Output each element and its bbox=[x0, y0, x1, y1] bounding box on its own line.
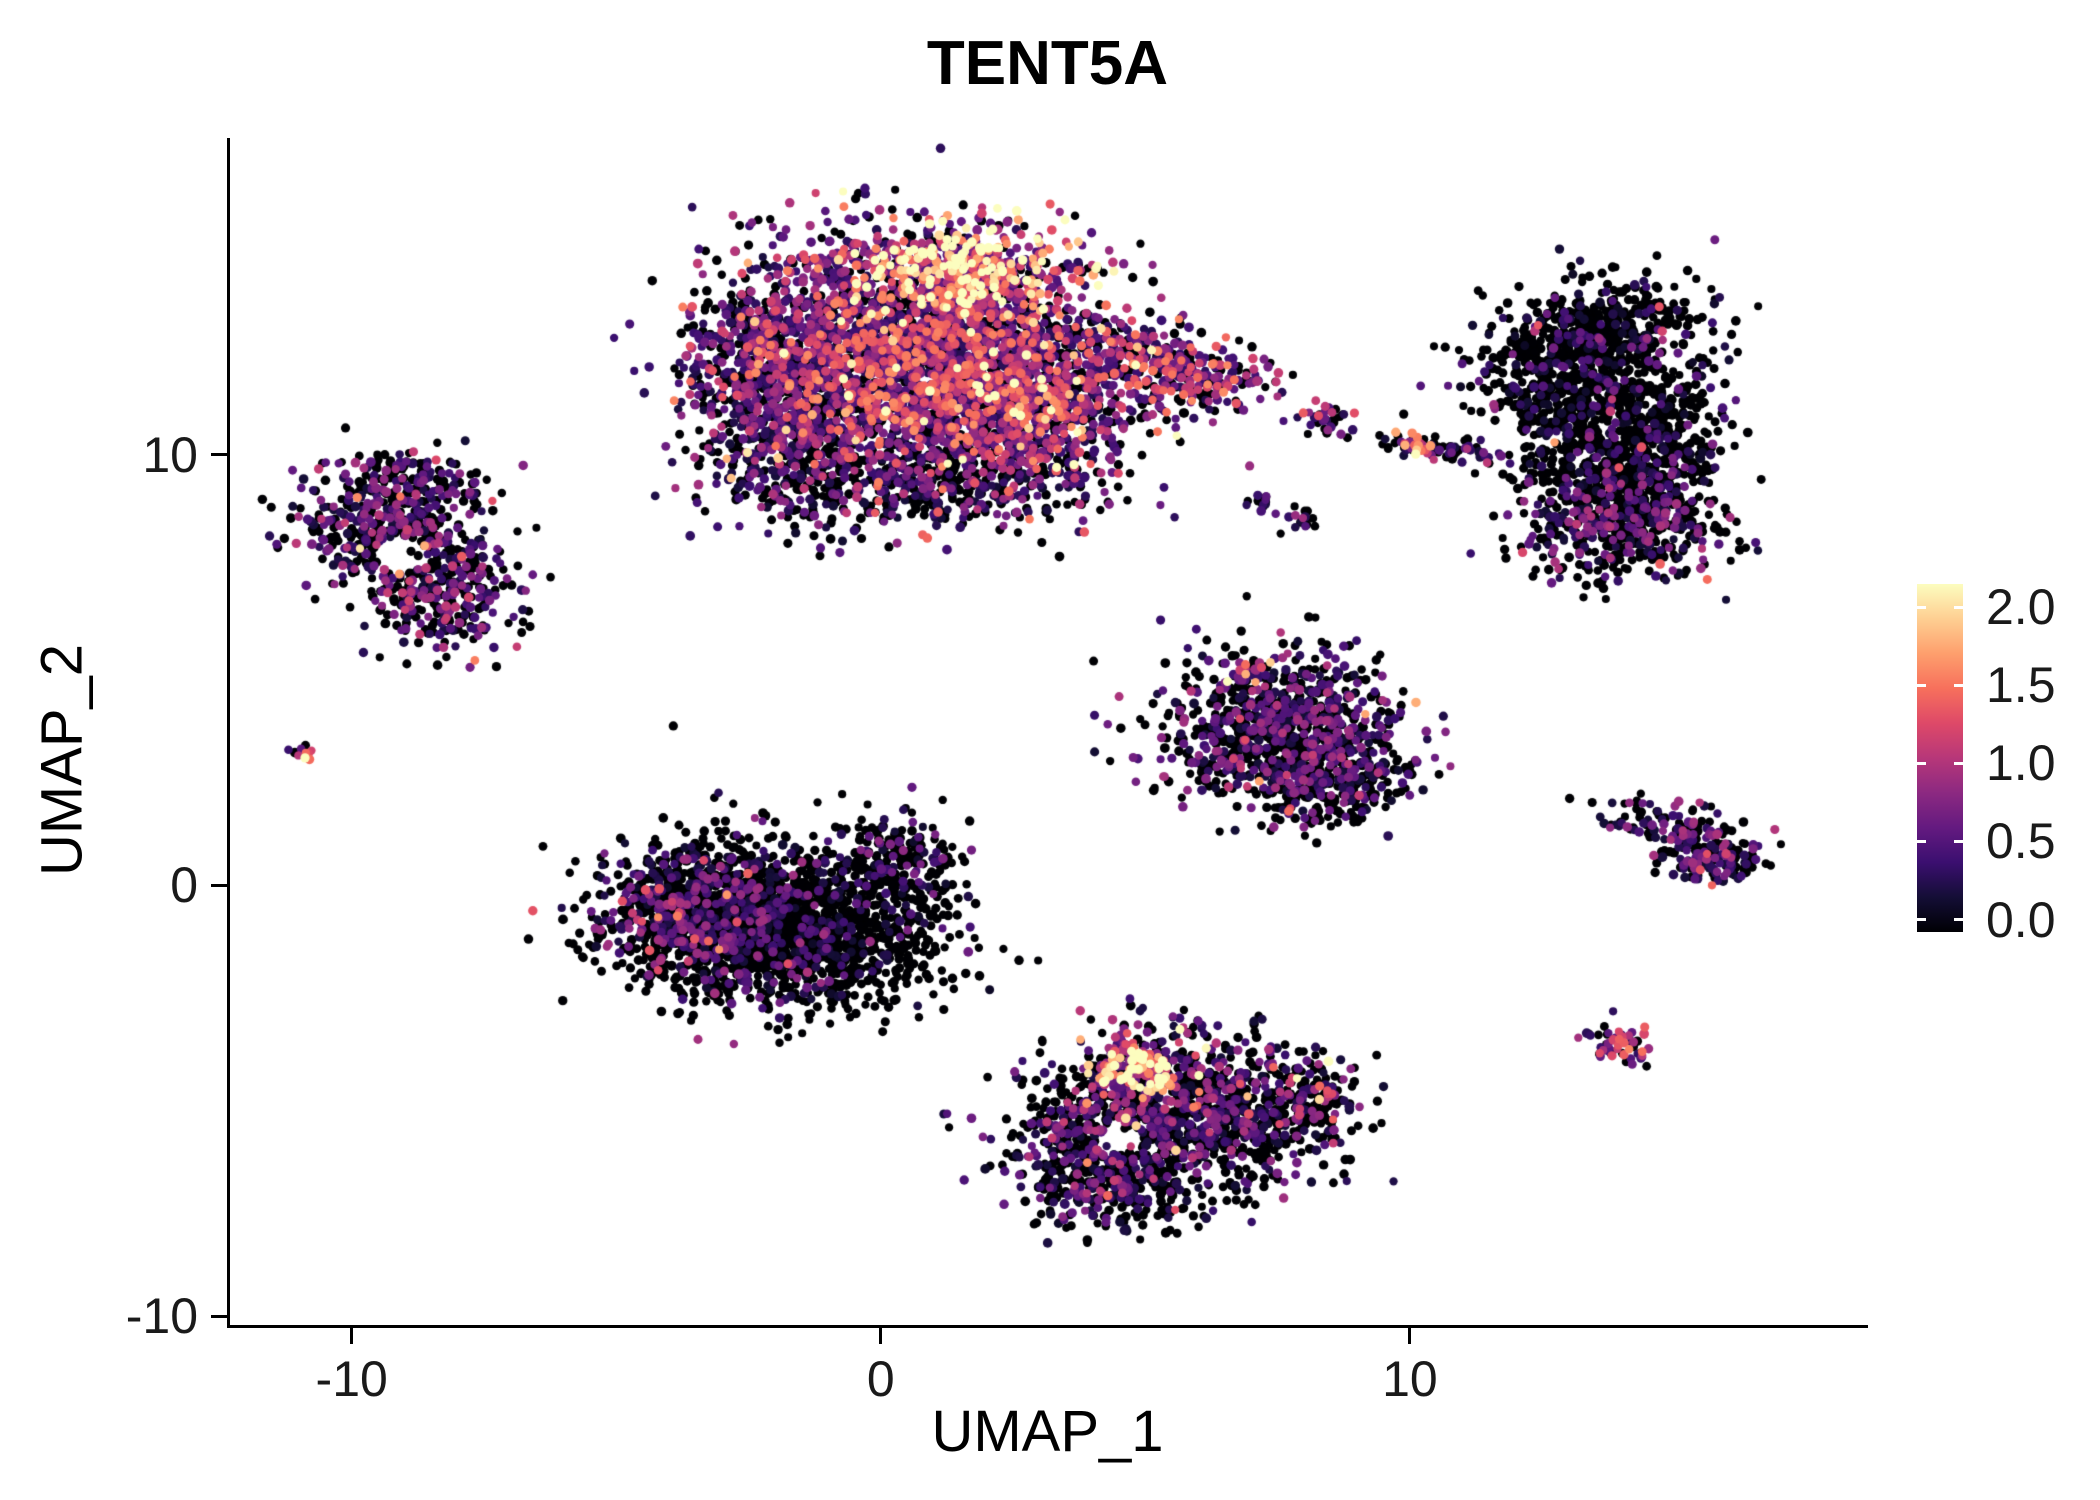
x-tick-mark bbox=[1408, 1328, 1412, 1344]
y-tick-mark bbox=[211, 1314, 227, 1318]
x-axis-label: UMAP_1 bbox=[931, 1399, 1164, 1464]
legend-colorbar-gradient bbox=[1917, 584, 1963, 932]
y-tick-label: 10 bbox=[142, 426, 198, 483]
x-axis-line bbox=[227, 1325, 1868, 1328]
x-tick-mark bbox=[350, 1328, 354, 1344]
y-axis-label: UMAP_2 bbox=[29, 643, 95, 877]
colorbar-tick-label: 0.0 bbox=[1986, 891, 2056, 948]
y-tick-mark bbox=[211, 883, 227, 887]
colorbar-tick-mark bbox=[1917, 918, 1926, 922]
colorbar-tick-mark bbox=[1954, 605, 1963, 609]
colorbar-tick-label: 0.5 bbox=[1986, 813, 2056, 870]
colorbar-tick-label: 1.5 bbox=[1986, 657, 2056, 714]
x-tick-label: -10 bbox=[315, 1351, 388, 1407]
colorbar-tick-label: 2.0 bbox=[1986, 579, 2056, 636]
y-axis-line bbox=[227, 138, 230, 1328]
colorbar-tick-mark bbox=[1917, 839, 1926, 843]
colorbar-tick-mark bbox=[1954, 918, 1963, 922]
colorbar-tick-label: 1.0 bbox=[1986, 735, 2056, 792]
colorbar-tick-mark bbox=[1954, 683, 1963, 687]
plot-title: TENT5A bbox=[926, 29, 1169, 98]
colorbar-tick-mark bbox=[1917, 761, 1926, 765]
colorbar-tick-mark bbox=[1954, 839, 1963, 843]
colorbar-tick-mark bbox=[1917, 605, 1926, 609]
x-tick-label: 0 bbox=[866, 1351, 895, 1407]
y-tick-mark bbox=[211, 453, 227, 457]
colorbar-tick-mark bbox=[1954, 761, 1963, 765]
colorbar-tick-mark bbox=[1917, 683, 1926, 687]
x-tick-mark bbox=[879, 1328, 883, 1344]
y-tick-label: 0 bbox=[170, 857, 198, 914]
x-tick-label: 10 bbox=[1382, 1351, 1438, 1407]
y-tick-label: -10 bbox=[125, 1288, 198, 1345]
